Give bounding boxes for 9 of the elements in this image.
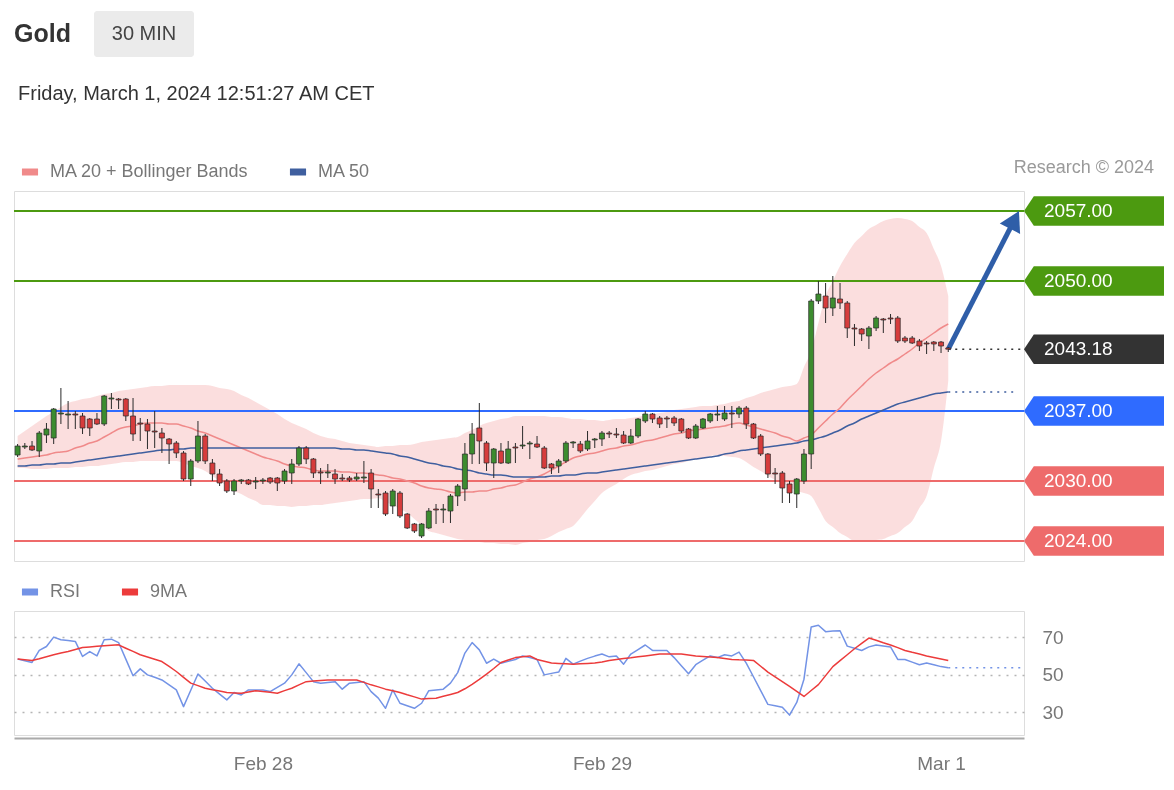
legend-label: 9MA [150,581,188,601]
y-tick-label: 50 [1042,664,1064,686]
legend-label: RSI [50,581,81,601]
y-tick-label: 70 [1042,626,1064,648]
line-series [16,637,949,700]
x-tick-label: Mar 1 [917,752,966,774]
x-tick-label: Feb 29 [572,752,633,774]
x-tick-label: Feb 28 [233,752,293,774]
y-tick-label: 30 [1042,701,1064,723]
